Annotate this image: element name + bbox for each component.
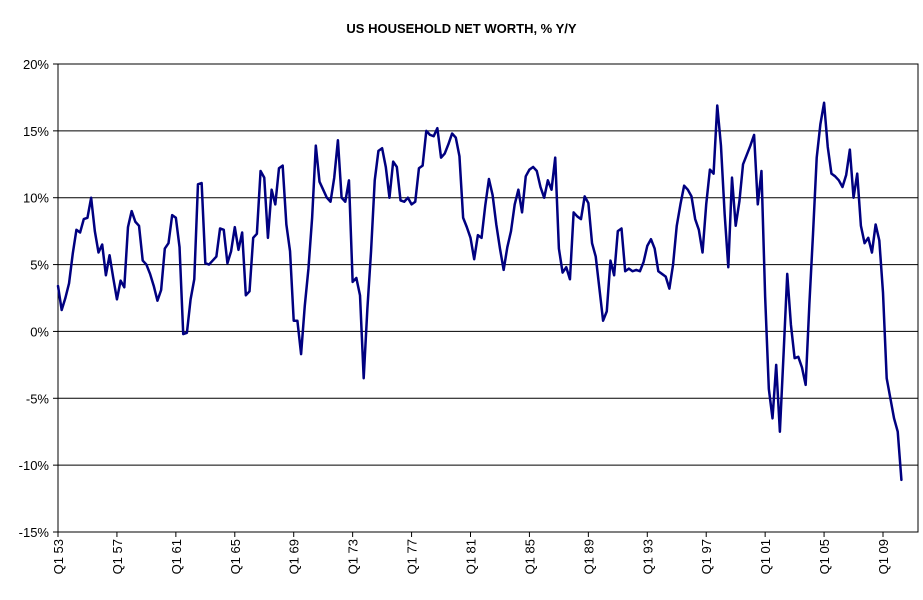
x-tick-label: Q1 69	[287, 539, 302, 574]
y-tick-labels: -15% -10% -5% 0% 5% 10% 15% 20%	[19, 57, 50, 540]
plot-area	[57, 63, 919, 533]
chart-title: US HOUSEHOLD NET WORTH, % Y/Y	[346, 21, 577, 36]
x-tick-marks	[57, 532, 884, 537]
series-line-net-worth	[56, 101, 903, 482]
x-tick-label: Q1 09	[876, 539, 891, 574]
x-tick-label: Q1 73	[346, 539, 361, 574]
x-tick-label: Q1 05	[817, 539, 832, 574]
y-tick-label: 0%	[30, 324, 49, 339]
y-tick-marks	[53, 63, 58, 533]
x-tick-label: Q1 81	[464, 539, 479, 574]
x-tick-label: Q1 61	[169, 539, 184, 574]
y-tick-label: 5%	[30, 258, 49, 273]
x-tick-label: Q1 01	[758, 539, 773, 574]
y-tick-label: -15%	[19, 525, 50, 540]
x-tick-label: Q1 93	[640, 539, 655, 574]
y-tick-label: -5%	[26, 391, 50, 406]
x-tick-label: Q1 89	[581, 539, 596, 574]
x-tick-label: Q1 57	[110, 539, 125, 574]
y-tick-label: -10%	[19, 458, 50, 473]
x-tick-label: Q1 97	[699, 539, 714, 574]
y-tick-label: 20%	[23, 57, 49, 72]
x-tick-label: Q1 85	[522, 539, 537, 574]
x-tick-labels: Q1 53 Q1 57 Q1 61 Q1 65 Q1 69 Q1 73 Q1 77 Q1 81…	[51, 539, 891, 574]
y-tick-label: 10%	[23, 191, 49, 206]
x-tick-label: Q1 65	[228, 539, 243, 574]
x-tick-label: Q1 53	[51, 539, 66, 574]
x-tick-label: Q1 77	[405, 539, 420, 574]
y-tick-label: 15%	[23, 124, 49, 139]
